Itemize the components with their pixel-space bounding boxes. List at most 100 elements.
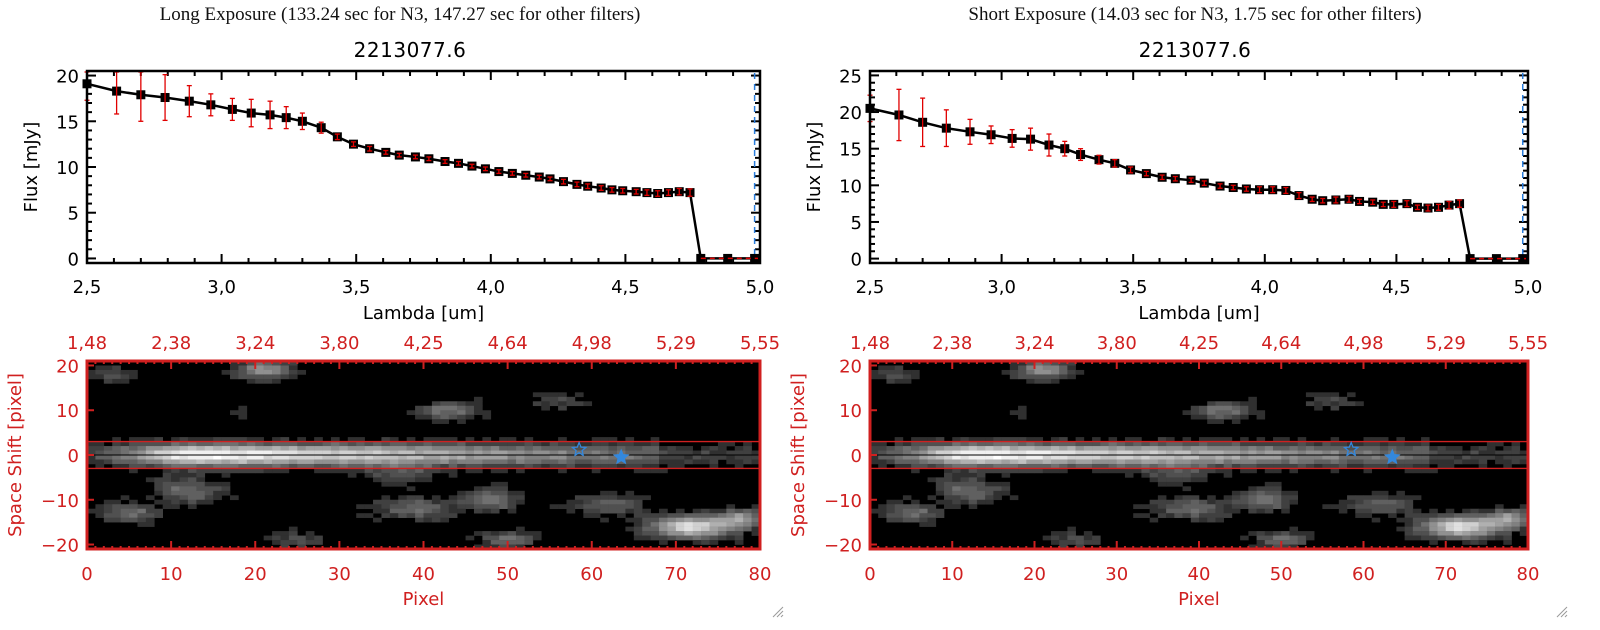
top-axis-label: 4,25 [403, 333, 443, 354]
star-marker-icon [1383, 448, 1401, 465]
star-marker-icon [612, 448, 630, 465]
x-tick-label: 30 [1105, 564, 1128, 585]
y-tick-label: 0 [851, 446, 862, 467]
y-tick-label: 10 [839, 401, 862, 422]
y-tick-label: 20 [56, 356, 79, 377]
y-tick-label: 15 [56, 112, 79, 133]
top-axis-label: 4,64 [488, 333, 528, 354]
plot-frame [85, 69, 762, 265]
x-axis-label: Pixel [403, 589, 445, 610]
star-marker-icon [1342, 440, 1360, 457]
top-axis-label: 5,29 [656, 333, 696, 354]
y-tick-label: 0 [851, 250, 862, 271]
long-exposure-panel-title: Long Exposure (133.24 sec for N3, 147.27… [159, 4, 641, 25]
y-tick-label: −20 [41, 536, 79, 557]
y-tick-label: −10 [824, 491, 862, 512]
top-axis-label: 4,98 [1343, 333, 1383, 354]
x-tick-label: 4,5 [1382, 277, 1411, 298]
data-point-marker [1491, 254, 1501, 264]
y-tick-label: 0 [68, 249, 79, 270]
x-tick-label: 2,5 [856, 277, 885, 298]
x-tick-label: 5,0 [746, 277, 775, 298]
image-frame [868, 359, 1530, 551]
x-tick-label: 70 [1434, 564, 1457, 585]
x-tick-label: 3,5 [342, 277, 371, 298]
top-axis-label: 3,24 [235, 333, 275, 354]
top-axis-label: 5,55 [1508, 333, 1548, 354]
top-axis-label: 5,55 [740, 333, 780, 354]
y-axis-label: Space Shift [pixel] [788, 373, 809, 537]
y-tick-label: −10 [41, 491, 79, 512]
x-axis-label: Pixel [1178, 589, 1220, 610]
y-tick-label: 15 [839, 140, 862, 161]
y-axis-label: Space Shift [pixel] [5, 373, 26, 537]
x-tick-label: 4,0 [1250, 277, 1279, 298]
top-axis-label: 4,64 [1261, 333, 1301, 354]
x-tick-label: 4,0 [476, 277, 505, 298]
short-exposure-panel-title: Short Exposure (14.03 sec for N3, 1.75 s… [968, 4, 1422, 25]
x-tick-label: 5,0 [1514, 277, 1543, 298]
x-tick-label: 3,0 [987, 277, 1016, 298]
resize-grip-icon[interactable] [1556, 606, 1568, 618]
x-tick-label: 40 [1188, 564, 1211, 585]
x-tick-label: 50 [1270, 564, 1293, 585]
x-tick-label: 10 [941, 564, 964, 585]
y-tick-label: 10 [56, 401, 79, 422]
y-tick-label: 5 [68, 204, 79, 225]
y-tick-label: 10 [56, 158, 79, 179]
data-point-marker [1518, 254, 1528, 264]
x-tick-label: 60 [1352, 564, 1375, 585]
y-tick-label: 0 [68, 446, 79, 467]
resize-grip-icon[interactable] [772, 606, 784, 618]
y-tick-label: 20 [56, 67, 79, 88]
y-tick-label: 5 [851, 213, 862, 234]
x-tick-label: 4,5 [611, 277, 640, 298]
x-tick-label: 30 [328, 564, 351, 585]
y-axis-label: Flux [mJy] [21, 122, 42, 213]
y-tick-label: 20 [839, 103, 862, 124]
x-tick-label: 20 [1023, 564, 1046, 585]
top-axis-label: 4,25 [1179, 333, 1219, 354]
x-tick-label: 0 [864, 564, 875, 585]
top-axis-label: 5,29 [1426, 333, 1466, 354]
x-tick-label: 80 [749, 564, 772, 585]
top-axis-label: 4,98 [572, 333, 612, 354]
y-tick-label: 25 [839, 66, 862, 87]
data-point-marker [723, 253, 733, 263]
image-frame [85, 359, 762, 551]
x-tick-label: 40 [412, 564, 435, 585]
long-exposure-object-id: 2213077.6 [353, 38, 467, 62]
x-tick-label: 50 [496, 564, 519, 585]
x-tick-label: 60 [580, 564, 603, 585]
x-tick-label: 3,5 [1119, 277, 1148, 298]
x-tick-label: 3,0 [207, 277, 236, 298]
x-tick-label: 20 [244, 564, 267, 585]
x-tick-label: 80 [1517, 564, 1540, 585]
x-tick-label: 2,5 [73, 277, 102, 298]
top-axis-label: 3,80 [1097, 333, 1137, 354]
x-axis-label: Lambda [um] [363, 303, 484, 324]
top-axis-label: 3,80 [319, 333, 359, 354]
x-tick-label: 10 [160, 564, 183, 585]
top-axis-label: 1,48 [850, 333, 890, 354]
y-tick-label: 20 [839, 356, 862, 377]
image-pixels [87, 361, 761, 550]
x-axis-label: Lambda [um] [1138, 303, 1259, 324]
top-axis-label: 1,48 [67, 333, 107, 354]
data-point-marker [750, 253, 760, 263]
star-marker-icon [570, 440, 588, 457]
x-tick-label: 0 [81, 564, 92, 585]
y-axis-label: Flux [mJy] [804, 122, 825, 213]
top-axis-label: 2,38 [932, 333, 972, 354]
plot-frame [868, 69, 1530, 265]
y-tick-label: −20 [824, 536, 862, 557]
image-pixels [870, 361, 1529, 550]
y-tick-label: 10 [839, 176, 862, 197]
short-exposure-object-id: 2213077.6 [1138, 38, 1252, 62]
x-tick-label: 70 [664, 564, 687, 585]
top-axis-label: 3,24 [1014, 333, 1054, 354]
